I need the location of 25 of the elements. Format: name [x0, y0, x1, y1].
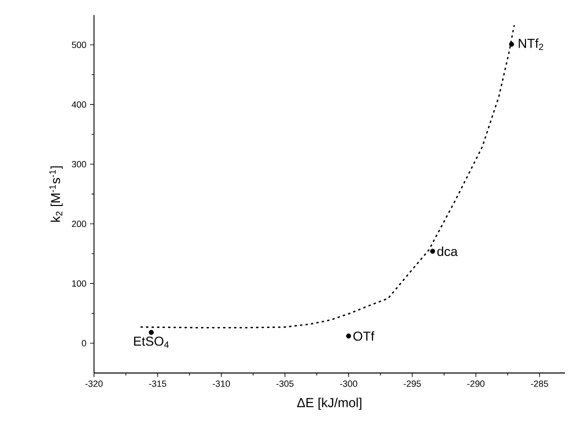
y-tick-label: 0 [82, 340, 86, 346]
annotation: EtSO$_{4}$ [134, 336, 169, 348]
x-tick-label: -295 [404, 380, 421, 387]
point [430, 248, 436, 254]
x-tick-label: -285 [530, 380, 548, 387]
x-tick-label: -310 [212, 380, 230, 387]
x-tick-label: -300 [340, 380, 358, 387]
y-tick-label: 300 [72, 160, 86, 168]
x-tick-label: -315 [149, 380, 166, 387]
y-tick-label: 100 [72, 280, 86, 287]
point [346, 334, 352, 338]
y-axis-title: k$_{2}$ [M$^{-1}$s$^{-1}$] [49, 166, 63, 222]
x-axis-title: ΔE [kJ/mol] [297, 398, 362, 410]
point [509, 42, 514, 47]
annotation: NTf$_{2}$ [518, 38, 544, 50]
annotation: OTf [353, 331, 374, 341]
annotation: dca [437, 246, 458, 256]
line-series [140, 25, 515, 328]
x-tick-label: -320 [85, 380, 103, 387]
y-tick-label: 500 [72, 42, 86, 48]
y-tick-label: 400 [72, 101, 86, 108]
point [148, 330, 154, 335]
x-tick-label: -305 [276, 380, 294, 387]
x-tick-label: -290 [467, 380, 485, 387]
y-tick-label: 200 [72, 220, 86, 228]
